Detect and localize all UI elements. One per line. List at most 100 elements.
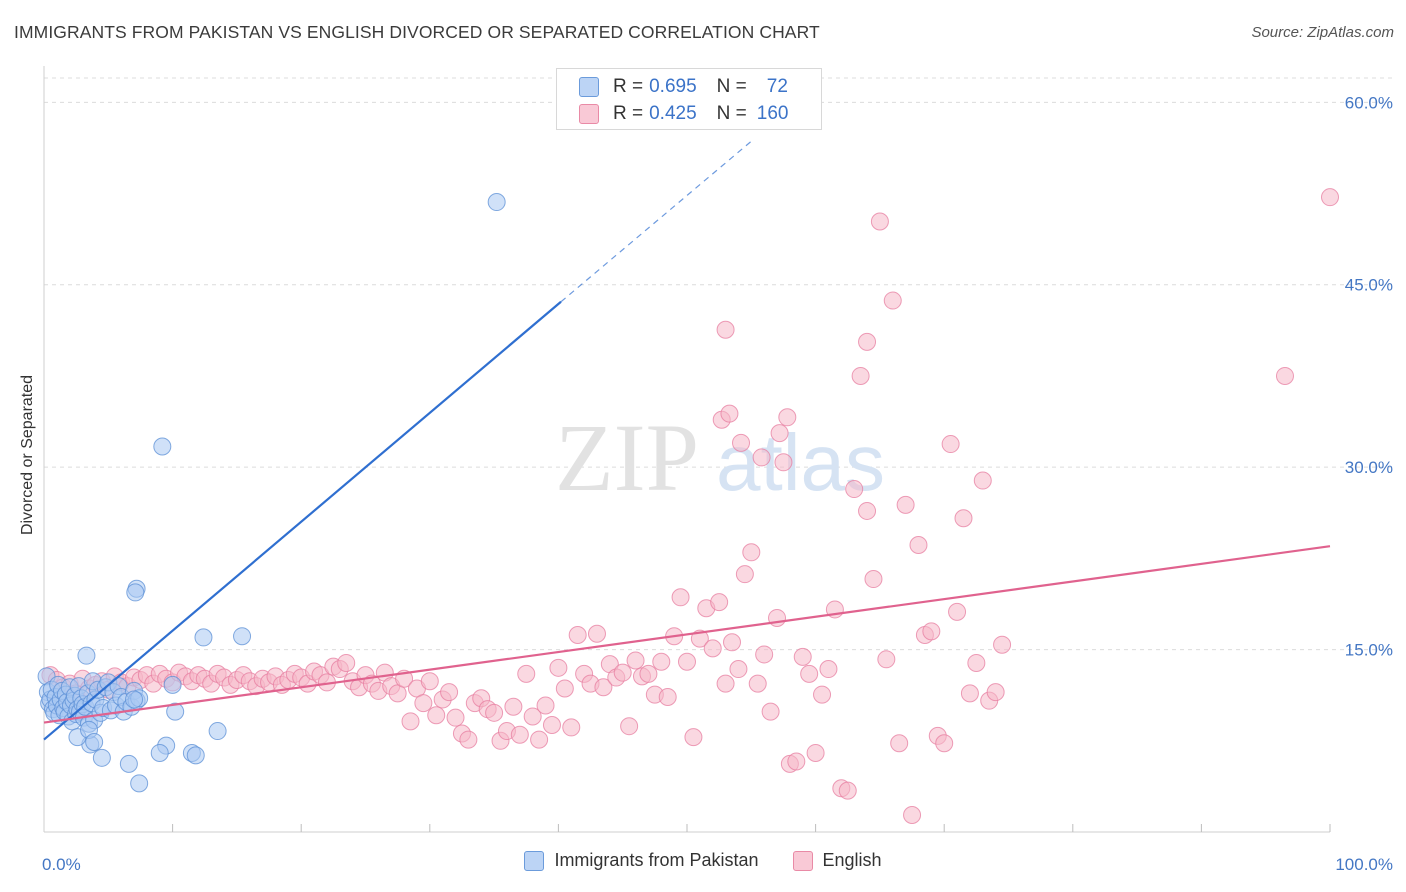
english-point: [864, 570, 883, 589]
pakistan-point: [186, 746, 205, 765]
trend-lines: [43, 140, 1331, 741]
english-swatch: [579, 104, 599, 124]
legend-item-pakistan[interactable]: Immigrants from Pakistan: [524, 850, 759, 871]
english-points: [41, 188, 1339, 824]
english-point: [954, 509, 973, 528]
english-point: [778, 408, 797, 427]
legend-label-english: English: [822, 850, 882, 870]
legend-row-english: R = 0.425 N = 160: [579, 100, 788, 128]
english-point: [742, 543, 761, 562]
english-point: [523, 707, 542, 726]
english-point: [922, 622, 941, 641]
pakistan-point: [163, 675, 182, 694]
english-point: [652, 652, 671, 671]
pakistan-trend-extension: [560, 140, 752, 303]
english-point: [967, 653, 986, 672]
series-legend: Immigrants from Pakistan English: [0, 850, 1406, 871]
tick-labels: 15.0% 30.0% 45.0% 60.0% 0.0% 100.0%: [42, 93, 1393, 874]
english-point: [517, 664, 536, 683]
pakistan-point: [150, 743, 169, 762]
legend-item-english[interactable]: English: [792, 850, 882, 871]
english-point: [806, 743, 825, 762]
english-point: [845, 480, 864, 499]
english-point: [626, 651, 645, 670]
english-point: [787, 752, 806, 771]
y-tick-label: 15.0%: [1345, 641, 1393, 660]
x-tick-label: 100.0%: [1335, 855, 1393, 874]
english-point: [935, 734, 954, 753]
english-point: [986, 683, 1005, 702]
english-legend-swatch: [792, 850, 813, 871]
english-point: [427, 706, 446, 725]
english-point: [337, 653, 356, 672]
english-point: [510, 725, 529, 744]
watermark: ZIP atlas: [555, 404, 885, 511]
y-tick-label: 45.0%: [1345, 276, 1393, 295]
english-point: [723, 633, 742, 652]
english-point: [748, 674, 767, 693]
english-point: [542, 715, 561, 734]
english-point: [716, 674, 735, 693]
english-point: [530, 730, 549, 749]
english-point: [401, 712, 420, 731]
english-point: [678, 652, 696, 671]
english-point: [729, 660, 748, 679]
english-point: [440, 683, 459, 702]
pakistan-point: [208, 722, 227, 741]
pakistan-point: [487, 193, 506, 212]
english-point: [960, 684, 979, 703]
english-point: [594, 678, 613, 697]
r-label: R =: [613, 103, 644, 124]
english-point: [732, 433, 751, 452]
english-point: [568, 625, 587, 644]
chart-title: IMMIGRANTS FROM PAKISTAN VS ENGLISH DIVO…: [14, 22, 820, 42]
english-point: [903, 805, 922, 824]
english-point: [562, 718, 581, 737]
english-point: [414, 694, 433, 713]
pakistan-point: [119, 754, 138, 773]
pakistan-legend-swatch: [524, 850, 545, 871]
english-point: [690, 629, 709, 648]
english-point: [620, 717, 639, 736]
english-point: [504, 697, 523, 716]
english-point: [838, 781, 857, 800]
english-point: [858, 332, 877, 351]
r-value: 0.695: [649, 76, 697, 97]
english-point: [858, 501, 877, 520]
english-point: [703, 639, 722, 658]
watermark-zip: ZIP: [555, 404, 699, 511]
english-point: [973, 471, 992, 490]
correlation-legend: R = 0.695 N = 72 R = 0.425 N = 160: [556, 68, 822, 130]
y-tick-label: 60.0%: [1345, 93, 1393, 112]
english-point: [459, 730, 478, 749]
english-point: [941, 435, 960, 454]
english-point: [1321, 188, 1339, 207]
english-point: [770, 424, 789, 443]
n-value: 72: [766, 76, 788, 97]
pakistan-point: [126, 583, 145, 602]
english-point: [870, 212, 889, 231]
english-point: [613, 663, 632, 682]
grid-lines: [44, 77, 1392, 651]
english-point: [774, 453, 793, 472]
pakistan-point: [85, 733, 104, 752]
english-point: [420, 672, 439, 691]
english-point: [851, 366, 870, 385]
english-point: [720, 404, 739, 423]
english-point: [658, 688, 677, 707]
english-point: [793, 647, 812, 666]
english-point: [639, 664, 658, 683]
pakistan-point: [166, 702, 185, 721]
english-point: [735, 565, 754, 584]
legend-label-pakistan: Immigrants from Pakistan: [554, 850, 759, 870]
y-tick-label: 30.0%: [1345, 458, 1393, 477]
english-point: [877, 650, 896, 669]
n-value: 160: [756, 103, 789, 124]
english-point: [555, 679, 574, 698]
english-point: [549, 658, 568, 677]
r-label: R =: [613, 76, 644, 97]
english-point: [896, 495, 915, 514]
pakistan-point: [194, 628, 213, 647]
english-point: [909, 535, 928, 554]
english-point: [883, 291, 902, 310]
